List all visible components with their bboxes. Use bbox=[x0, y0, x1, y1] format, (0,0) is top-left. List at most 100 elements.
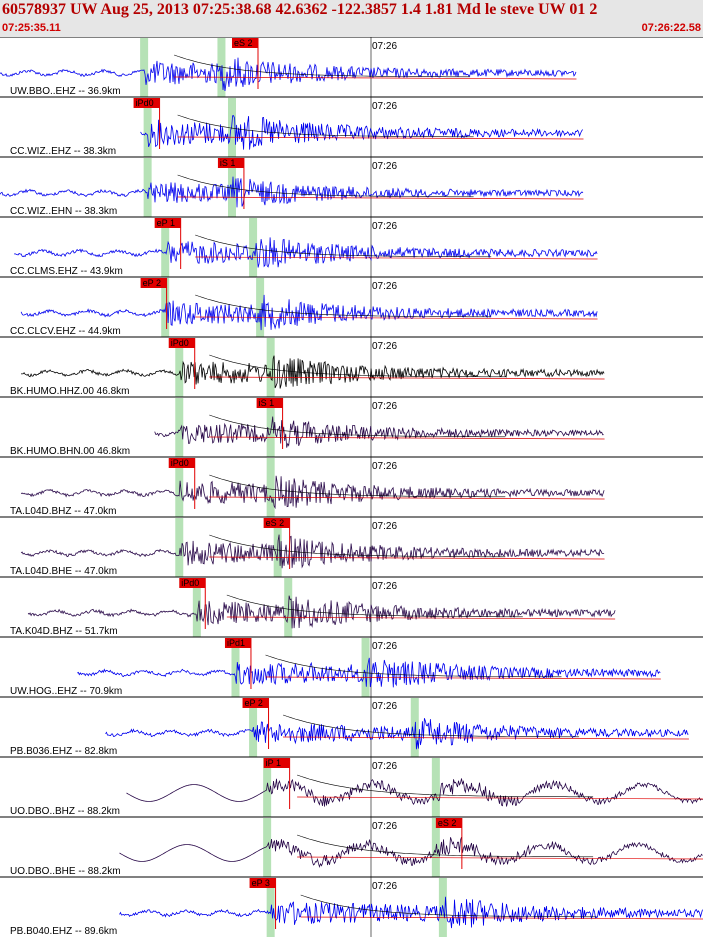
waveform bbox=[27, 595, 616, 629]
trace-row[interactable]: 07:26 eP 2 PB.B036.EHZ -- 82.8km bbox=[0, 696, 703, 757]
pick-label: eP 1 bbox=[157, 218, 175, 228]
trace-row[interactable]: 07:26 iS 1 CC.WIZ..EHN -- 38.3km bbox=[0, 156, 703, 217]
station-label: UO.DBO..BHZ -- 88.2km bbox=[10, 806, 120, 817]
minute-tick-label: 07:26 bbox=[372, 401, 397, 412]
pick-flag[interactable] bbox=[249, 878, 276, 888]
coda-curve bbox=[226, 594, 523, 618]
coda-curve bbox=[209, 354, 506, 378]
station-label: BK.HUMO.BHN.00 46.8km bbox=[10, 446, 130, 457]
coda-curve bbox=[177, 114, 474, 138]
coda-curve bbox=[209, 474, 506, 498]
waveform bbox=[77, 657, 661, 688]
waveform bbox=[119, 836, 703, 868]
seismogram-panel[interactable]: 07:26 eS 2 UW.BBO..EHZ -- 36.9km 07:26 iPd0 C… bbox=[0, 37, 703, 938]
p-window bbox=[175, 398, 184, 457]
trace-row[interactable]: 07:26 iPd1 UW.HOG..EHZ -- 70.9km bbox=[0, 636, 703, 697]
pick-flag[interactable] bbox=[224, 638, 251, 648]
minute-tick-label: 07:26 bbox=[372, 881, 397, 892]
trace-row[interactable]: 07:26 eS 2 UW.BBO..EHZ -- 36.9km bbox=[0, 37, 703, 97]
trace-row[interactable]: 07:26 eP 1 CC.CLMS.EHZ -- 43.9km bbox=[0, 216, 703, 277]
pick-label: iPd0 bbox=[171, 338, 189, 348]
minute-tick-label: 07:26 bbox=[372, 41, 397, 52]
waveform bbox=[119, 896, 703, 929]
coda-curve bbox=[195, 294, 492, 318]
coda-curve bbox=[297, 774, 594, 798]
s-window bbox=[256, 278, 265, 337]
p-window bbox=[140, 38, 149, 97]
coda-curve bbox=[174, 54, 471, 78]
minute-tick-label: 07:26 bbox=[372, 521, 397, 532]
waveform bbox=[140, 115, 583, 150]
pick-flag[interactable] bbox=[242, 698, 269, 708]
coda-baseline bbox=[174, 76, 577, 80]
minute-tick-label: 07:26 bbox=[372, 701, 397, 712]
pick-flag[interactable] bbox=[256, 398, 283, 408]
waveform bbox=[0, 57, 577, 91]
station-label: PB.B036.EHZ -- 82.8km bbox=[10, 746, 117, 757]
pick-flag[interactable] bbox=[168, 458, 195, 468]
p-window bbox=[263, 818, 272, 877]
trace-row[interactable]: 07:26 eS 2 TA.L04D.BHE -- 47.0km bbox=[0, 516, 703, 577]
station-label: CC.CLCV.EHZ -- 44.9km bbox=[10, 326, 121, 337]
pick-label: eS 2 bbox=[234, 38, 253, 48]
station-label: CC.CLMS.EHZ -- 43.9km bbox=[10, 266, 123, 277]
trace-row[interactable]: 07:26 iP 1 UO.DBO..BHZ -- 88.2km bbox=[0, 756, 703, 817]
p-window bbox=[192, 578, 201, 637]
minute-tick-label: 07:26 bbox=[372, 461, 397, 472]
pick-flag[interactable] bbox=[263, 518, 290, 528]
pick-label: iPd0 bbox=[171, 458, 189, 468]
waveform bbox=[14, 237, 598, 268]
minute-tick-label: 07:26 bbox=[372, 161, 397, 172]
minute-tick-label: 07:26 bbox=[372, 101, 397, 112]
pick-flag[interactable] bbox=[179, 578, 206, 588]
minute-tick-label: 07:26 bbox=[372, 641, 397, 652]
trace-row[interactable]: 07:26 iS 1 BK.HUMO.BHN.00 46.8km bbox=[0, 396, 703, 457]
coda-baseline bbox=[209, 556, 605, 560]
trace-row[interactable]: 07:26 iPd0 TA.K04D.BHZ -- 51.7km bbox=[0, 576, 703, 637]
coda-curve bbox=[265, 654, 562, 678]
p-window bbox=[175, 518, 184, 577]
pick-label: iS 1 bbox=[259, 398, 275, 408]
trace-row[interactable]: 07:26 iPd0 BK.HUMO.HHZ.00 46.8km bbox=[0, 336, 703, 397]
window-start-time: 07:25:35.11 bbox=[2, 22, 61, 34]
pick-label: iPd1 bbox=[227, 638, 245, 648]
station-label: CC.WIZ..EHN -- 38.3km bbox=[10, 206, 117, 217]
waveform bbox=[105, 718, 689, 750]
s-window bbox=[227, 158, 236, 217]
pick-label: eS 2 bbox=[266, 518, 285, 528]
station-label: TA.L04D.BHZ -- 47.0km bbox=[10, 506, 117, 517]
trace-row[interactable]: 07:26 iPd0 CC.WIZ..EHZ -- 38.3km bbox=[0, 96, 703, 157]
trace-row[interactable]: 07:26 eP 2 CC.CLCV.EHZ -- 44.9km bbox=[0, 276, 703, 337]
s-window bbox=[249, 218, 258, 277]
coda-curve bbox=[209, 534, 506, 558]
pick-label: iPd0 bbox=[136, 98, 154, 108]
pick-label: eS 2 bbox=[438, 818, 457, 828]
waveform bbox=[154, 416, 604, 448]
station-label: TA.L04D.BHE -- 47.0km bbox=[10, 566, 117, 577]
pick-label: iP 1 bbox=[266, 758, 281, 768]
station-label: CC.WIZ..EHZ -- 38.3km bbox=[10, 146, 116, 157]
minute-tick-label: 07:26 bbox=[372, 341, 397, 352]
pick-flag[interactable] bbox=[168, 338, 195, 348]
coda-curve bbox=[209, 414, 506, 438]
trace-row[interactable]: 07:26 eS 2 UO.DBO..BHE -- 88.2km bbox=[0, 816, 703, 877]
pick-label: iPd0 bbox=[181, 578, 199, 588]
window-end-time: 07:26:22.58 bbox=[641, 22, 701, 34]
p-window bbox=[266, 878, 275, 937]
pick-flag[interactable] bbox=[231, 38, 258, 48]
coda-baseline bbox=[300, 916, 703, 920]
station-label: BK.HUMO.HHZ.00 46.8km bbox=[10, 386, 129, 397]
minute-tick-label: 07:26 bbox=[372, 221, 397, 232]
pick-flag[interactable] bbox=[435, 818, 462, 828]
trace-row[interactable]: 07:26 iPd0 TA.L04D.BHZ -- 47.0km bbox=[0, 456, 703, 517]
event-header: 60578937 UW Aug 25, 2013 07:25:38.68 42.… bbox=[0, 0, 703, 37]
pick-flag[interactable] bbox=[217, 158, 244, 168]
pick-flag[interactable] bbox=[140, 278, 167, 288]
trace-row[interactable]: 07:26 eP 3 PB.B040.EHZ -- 89.6km bbox=[0, 876, 703, 937]
coda-baseline bbox=[226, 616, 616, 620]
pick-flag[interactable] bbox=[263, 758, 290, 768]
pick-flag[interactable] bbox=[133, 98, 160, 108]
pick-label: iS 1 bbox=[220, 158, 236, 168]
pick-flag[interactable] bbox=[154, 218, 181, 228]
pick-label: eP 2 bbox=[143, 278, 161, 288]
